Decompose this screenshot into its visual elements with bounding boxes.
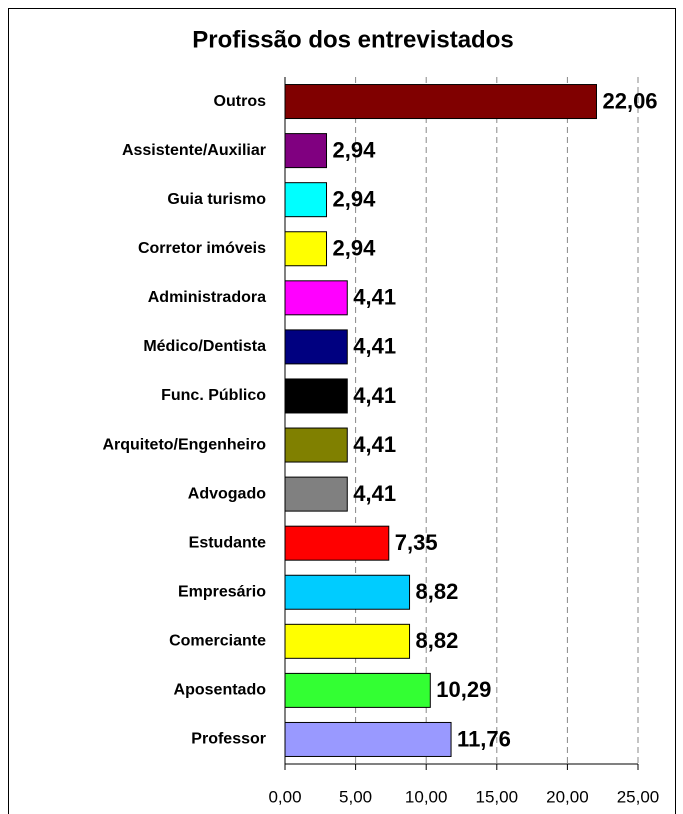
value-label: 8,82	[416, 628, 459, 653]
value-label: 22,06	[602, 88, 657, 113]
value-label: 11,76	[457, 726, 511, 751]
y-tick-label: Outros	[214, 93, 267, 110]
value-label: 2,94	[333, 186, 377, 211]
bar	[284, 84, 597, 120]
y-tick-label: Advogado	[188, 485, 266, 502]
y-tick-label: Assistente/Auxiliar	[122, 142, 266, 159]
y-tick-label: Comerciante	[169, 633, 266, 650]
bar	[284, 574, 411, 610]
bar	[284, 623, 411, 659]
chart-title: Profissão dos entrevistados	[192, 26, 513, 53]
y-tick-label: Arquiteto/Engenheiro	[102, 436, 266, 453]
bar	[284, 280, 348, 316]
x-tick-label: 10,00	[405, 787, 448, 806]
bar	[284, 525, 390, 561]
value-label: 4,41	[353, 383, 396, 408]
x-tick-label: 25,00	[617, 787, 660, 806]
y-tick-label: Corretor imóveis	[138, 240, 266, 257]
bar	[284, 378, 348, 414]
x-tick-label: 5,00	[339, 787, 372, 806]
value-label: 2,94	[333, 137, 377, 162]
value-label: 8,82	[416, 579, 459, 604]
bar	[284, 427, 348, 463]
y-tick-label: Administradora	[148, 289, 266, 306]
value-label: 4,41	[353, 481, 396, 506]
value-label: 4,41	[353, 285, 396, 310]
bar	[284, 182, 328, 218]
bar	[284, 133, 328, 169]
y-tick-label: Guia turismo	[167, 191, 266, 208]
value-label: 7,35	[395, 530, 438, 555]
bar	[284, 476, 348, 512]
y-tick-label: Empresário	[178, 583, 266, 600]
value-label: 10,29	[436, 677, 491, 702]
value-label: 2,94	[333, 236, 377, 261]
y-tick-label: Professor	[191, 731, 266, 748]
x-tick-label: 15,00	[476, 787, 519, 806]
x-tick-label: 0,00	[268, 787, 301, 806]
value-label: 4,41	[353, 334, 396, 359]
y-tick-label: Aposentado	[174, 682, 267, 699]
y-tick-label: Estudante	[189, 534, 266, 551]
bar	[284, 231, 328, 267]
y-tick-label: Médico/Dentista	[143, 338, 266, 355]
x-tick-label: 20,00	[546, 787, 589, 806]
bar	[284, 721, 452, 757]
y-tick-label: Func. Público	[161, 387, 266, 404]
bar	[284, 672, 431, 708]
value-label: 4,41	[353, 432, 396, 457]
bar	[284, 329, 348, 365]
chart-frame	[8, 8, 676, 814]
